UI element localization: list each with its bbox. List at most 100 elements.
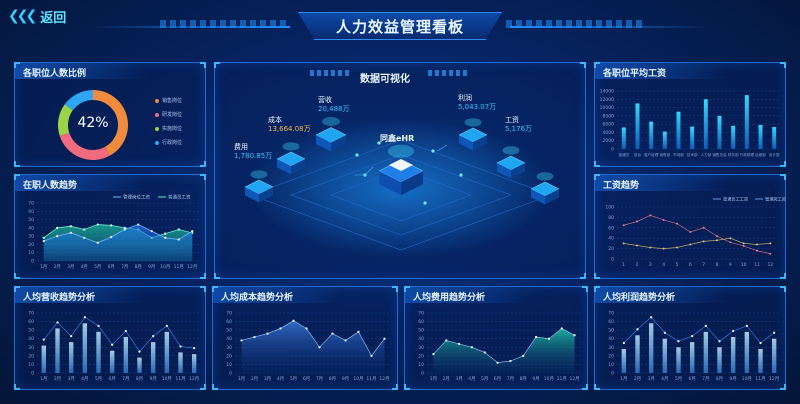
x-tick-label: 12月 bbox=[569, 376, 579, 382]
bar bbox=[703, 331, 709, 373]
bar bbox=[703, 99, 708, 149]
data-point bbox=[253, 335, 256, 339]
donut-slice bbox=[92, 90, 128, 156]
data-point bbox=[240, 339, 243, 342]
data-point bbox=[691, 335, 694, 338]
data-point bbox=[266, 332, 269, 335]
bar bbox=[758, 124, 763, 149]
data-point bbox=[123, 226, 126, 229]
page-title: 人力效益管理看板 bbox=[335, 18, 464, 36]
expense-cube bbox=[244, 170, 274, 203]
legend-label: 普通员工资 bbox=[168, 194, 191, 201]
data-point bbox=[70, 335, 73, 338]
y-tick-label: 6000 bbox=[603, 122, 615, 128]
floor-diamond bbox=[289, 154, 513, 236]
y-tick-label: 12000 bbox=[600, 97, 614, 103]
x-tick-label: 12月 bbox=[187, 264, 197, 270]
cube-beam bbox=[250, 170, 268, 179]
data-point bbox=[729, 241, 732, 244]
x-tick-label: 4 bbox=[662, 262, 665, 268]
center-title-deco-right bbox=[428, 70, 468, 76]
data-point bbox=[177, 228, 180, 231]
x-tick-label: 10月 bbox=[544, 376, 554, 382]
y-tick-label: 20 bbox=[608, 353, 614, 359]
x-tick-label: 3月 bbox=[67, 376, 74, 382]
x-tick-label: 8 bbox=[716, 262, 719, 268]
panel-profit-trend: 人均利润趋势分析 70 60 50 40 30 20 10 0 1月 2月 3月 4月 5月 6月 7月 8月… bbox=[594, 286, 786, 390]
back-button[interactable]: ❮❮❮ 返回 bbox=[8, 6, 66, 26]
cube-beam bbox=[387, 144, 415, 158]
center-title: 数据可视化 bbox=[360, 74, 410, 85]
x-tick-label: 4月 bbox=[81, 376, 88, 382]
data-point bbox=[547, 337, 551, 340]
data-point bbox=[662, 247, 665, 250]
y-tick-label: 50 bbox=[608, 328, 614, 334]
x-tick-label: 1月 bbox=[620, 376, 627, 382]
bar bbox=[744, 95, 749, 149]
data-point bbox=[137, 223, 140, 226]
data-point bbox=[622, 341, 625, 345]
x-tick-label: 2月 bbox=[443, 376, 450, 382]
revenue-cube bbox=[315, 117, 347, 152]
bar bbox=[82, 323, 88, 373]
y-tick-label: 20 bbox=[418, 353, 424, 359]
isometric-illustration bbox=[244, 117, 560, 258]
x-tick-label: 1月 bbox=[40, 264, 47, 270]
data-point bbox=[69, 231, 72, 234]
y-tick-label: 2000 bbox=[603, 138, 615, 144]
cube-beam bbox=[322, 117, 340, 126]
y-tick-label: 10 bbox=[28, 250, 34, 256]
data-point bbox=[193, 347, 196, 350]
bar bbox=[137, 357, 142, 373]
ratio-legend: 销售岗位 研发岗位 实施岗位 行政岗位 bbox=[155, 97, 182, 146]
legend-label: 研发岗位 bbox=[162, 112, 183, 118]
x-tick-label: 财务部 bbox=[728, 152, 739, 157]
area bbox=[241, 320, 385, 373]
y-tick-label: 70 bbox=[608, 311, 614, 317]
data-point bbox=[689, 243, 692, 246]
data-point bbox=[716, 239, 718, 242]
center-title-deco-left bbox=[310, 70, 350, 76]
x-tick-label: 销售部 bbox=[659, 152, 670, 157]
panel-title-bar bbox=[595, 287, 785, 303]
y-tick-label: 0 bbox=[229, 371, 232, 377]
legend-item: 实施岗位 bbox=[155, 125, 182, 132]
cube-left bbox=[459, 135, 473, 151]
x-tick-label: 7月 bbox=[122, 376, 129, 382]
data-point bbox=[573, 334, 576, 337]
x-tick-label: 6月 bbox=[108, 376, 115, 382]
bar bbox=[621, 349, 627, 373]
bar bbox=[109, 350, 115, 373]
data-point bbox=[83, 236, 86, 239]
x-tick-label: 3月 bbox=[647, 376, 654, 382]
y-tick-label: 100 bbox=[605, 205, 614, 211]
panel-salary-trend: 工资趋势 100 80 60 40 20 0 1 2 3 4 5 6 7 8 9 10 11 12 普通员工工资 管理… bbox=[594, 174, 786, 279]
legend-dot bbox=[155, 140, 159, 145]
ratio-percent: 42% bbox=[77, 115, 109, 131]
legend-item: 销售岗位 bbox=[155, 97, 182, 104]
y-tick-label: 70 bbox=[226, 311, 232, 317]
bar bbox=[68, 342, 74, 373]
x-tick-label: 1月 bbox=[238, 376, 245, 382]
cube-beam bbox=[536, 172, 554, 181]
data-point bbox=[344, 339, 347, 342]
data-point bbox=[42, 240, 45, 243]
data-point bbox=[42, 236, 45, 239]
node-dot bbox=[459, 173, 463, 177]
y-tick-label: 60 bbox=[608, 319, 614, 325]
cube-left bbox=[277, 159, 291, 175]
x-tick-label: 6月 bbox=[108, 264, 115, 270]
x-tick-label: 4月 bbox=[81, 264, 88, 270]
node-dot bbox=[355, 153, 359, 157]
header-deco-bar-left bbox=[160, 20, 290, 28]
x-tick-label: 10月 bbox=[162, 376, 172, 382]
metric-revenue-value: 20,488万 bbox=[318, 105, 350, 113]
y-tick-label: 10 bbox=[418, 362, 424, 368]
node-dot bbox=[423, 201, 427, 205]
node-dot bbox=[377, 141, 381, 145]
donut-slice bbox=[58, 104, 73, 136]
bar bbox=[662, 338, 668, 373]
y-tick-label: 50 bbox=[28, 328, 34, 334]
x-tick-label: 4月 bbox=[277, 376, 284, 382]
data-point bbox=[42, 338, 45, 341]
